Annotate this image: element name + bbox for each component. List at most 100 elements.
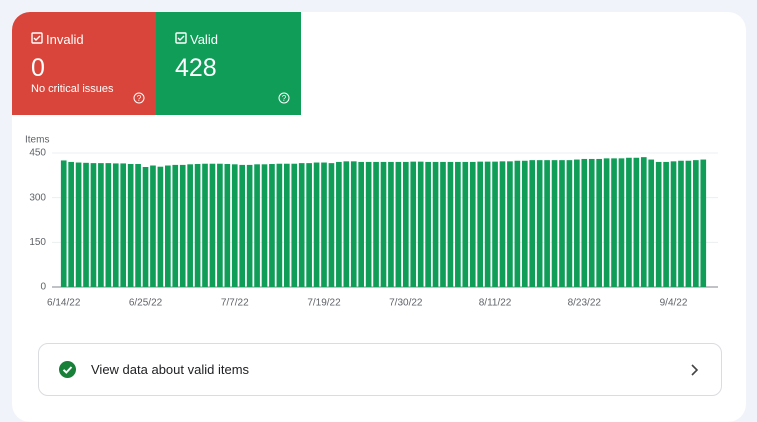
bar — [231, 164, 238, 287]
bar — [150, 165, 156, 287]
bar — [693, 160, 699, 287]
valid-card[interactable]: Valid 428 ? — [156, 12, 301, 115]
bar — [484, 161, 491, 287]
bar — [432, 161, 439, 287]
bar — [507, 161, 513, 287]
bar — [462, 161, 469, 287]
x-tick-label: 8/23/22 — [568, 298, 602, 309]
bar — [670, 161, 677, 287]
bar — [633, 157, 640, 287]
y-tick-label: 300 — [29, 192, 46, 203]
bar — [663, 161, 669, 287]
valid-items-link[interactable]: View data about valid items — [38, 343, 722, 396]
bar — [678, 160, 684, 287]
bar — [685, 160, 692, 287]
bar — [492, 161, 498, 287]
card-label: Invalid — [46, 32, 84, 47]
bar — [336, 161, 342, 287]
bar — [313, 162, 320, 287]
bar — [529, 160, 536, 287]
bar — [648, 159, 655, 287]
bar — [588, 158, 595, 287]
svg-text:?: ? — [137, 94, 142, 103]
bar — [202, 163, 208, 287]
x-tick-label: 9/4/22 — [660, 298, 688, 309]
bar — [551, 160, 558, 287]
bar — [98, 163, 104, 287]
bar — [217, 163, 223, 287]
bar — [350, 161, 357, 287]
bar — [194, 164, 201, 287]
bar — [700, 159, 707, 287]
x-tick-label: 7/19/22 — [307, 298, 341, 309]
link-text: View data about valid items — [91, 362, 250, 377]
bar — [343, 161, 350, 287]
bar — [611, 158, 617, 287]
y-tick-label: 0 — [40, 282, 46, 293]
bar — [165, 165, 171, 287]
chevron-icon — [691, 364, 699, 376]
bar — [425, 161, 431, 287]
bar — [224, 164, 231, 287]
bar — [410, 161, 417, 287]
y-tick-label: 150 — [29, 237, 46, 248]
bar — [291, 163, 298, 287]
chart: Items 0 150 300 450 6/14/22 6/25/22 7/7/22 7/19… — [25, 135, 718, 309]
bar — [521, 160, 528, 287]
bar — [514, 160, 521, 287]
svg-text:?: ? — [282, 94, 287, 103]
bar — [417, 161, 424, 287]
bar — [566, 160, 573, 287]
bar — [254, 164, 260, 287]
bar — [373, 161, 379, 287]
x-tick-label: 8/11/22 — [479, 298, 512, 309]
x-tick-label: 7/7/22 — [221, 298, 249, 309]
bar — [388, 161, 394, 287]
bar — [105, 163, 112, 287]
bar — [536, 160, 543, 287]
bar — [246, 164, 253, 287]
bar — [321, 162, 327, 287]
bar — [447, 161, 454, 287]
bar — [544, 160, 550, 287]
bar — [83, 162, 89, 287]
bar — [269, 164, 275, 287]
invalid-card[interactable]: Invalid 0 No critical issues ? — [12, 12, 156, 115]
x-tick-label: 6/14/22 — [47, 298, 81, 309]
x-tick-label: 7/30/22 — [389, 298, 423, 309]
card-note: No critical issues — [31, 83, 114, 95]
bar — [395, 161, 402, 287]
bar — [581, 158, 588, 287]
bar — [75, 162, 82, 287]
bar — [626, 157, 632, 287]
bar — [365, 161, 372, 287]
bar — [402, 161, 409, 287]
bar — [187, 164, 193, 287]
bar — [127, 164, 134, 287]
y-axis-label: Items — [25, 135, 49, 146]
bar — [283, 163, 290, 287]
bar — [172, 164, 179, 287]
card-value: 428 — [175, 54, 217, 82]
bar — [112, 163, 119, 287]
bar — [440, 161, 446, 287]
bar — [179, 164, 186, 287]
x-tick-label: 6/25/22 — [129, 298, 163, 309]
bar — [596, 158, 602, 287]
y-tick-label: 450 — [29, 148, 46, 159]
help-icon[interactable]: ? — [278, 92, 290, 104]
bar — [559, 160, 565, 287]
bar — [499, 161, 506, 287]
bar — [574, 159, 580, 287]
bar — [90, 163, 97, 287]
bar — [469, 161, 476, 287]
bar — [261, 164, 268, 287]
checkbox-icon — [31, 32, 43, 44]
check-icon — [59, 361, 76, 378]
bar — [276, 163, 283, 287]
help-icon[interactable]: ? — [133, 92, 145, 104]
bar — [60, 160, 67, 287]
bar — [477, 161, 484, 287]
bar — [655, 161, 662, 287]
bar — [380, 161, 387, 287]
